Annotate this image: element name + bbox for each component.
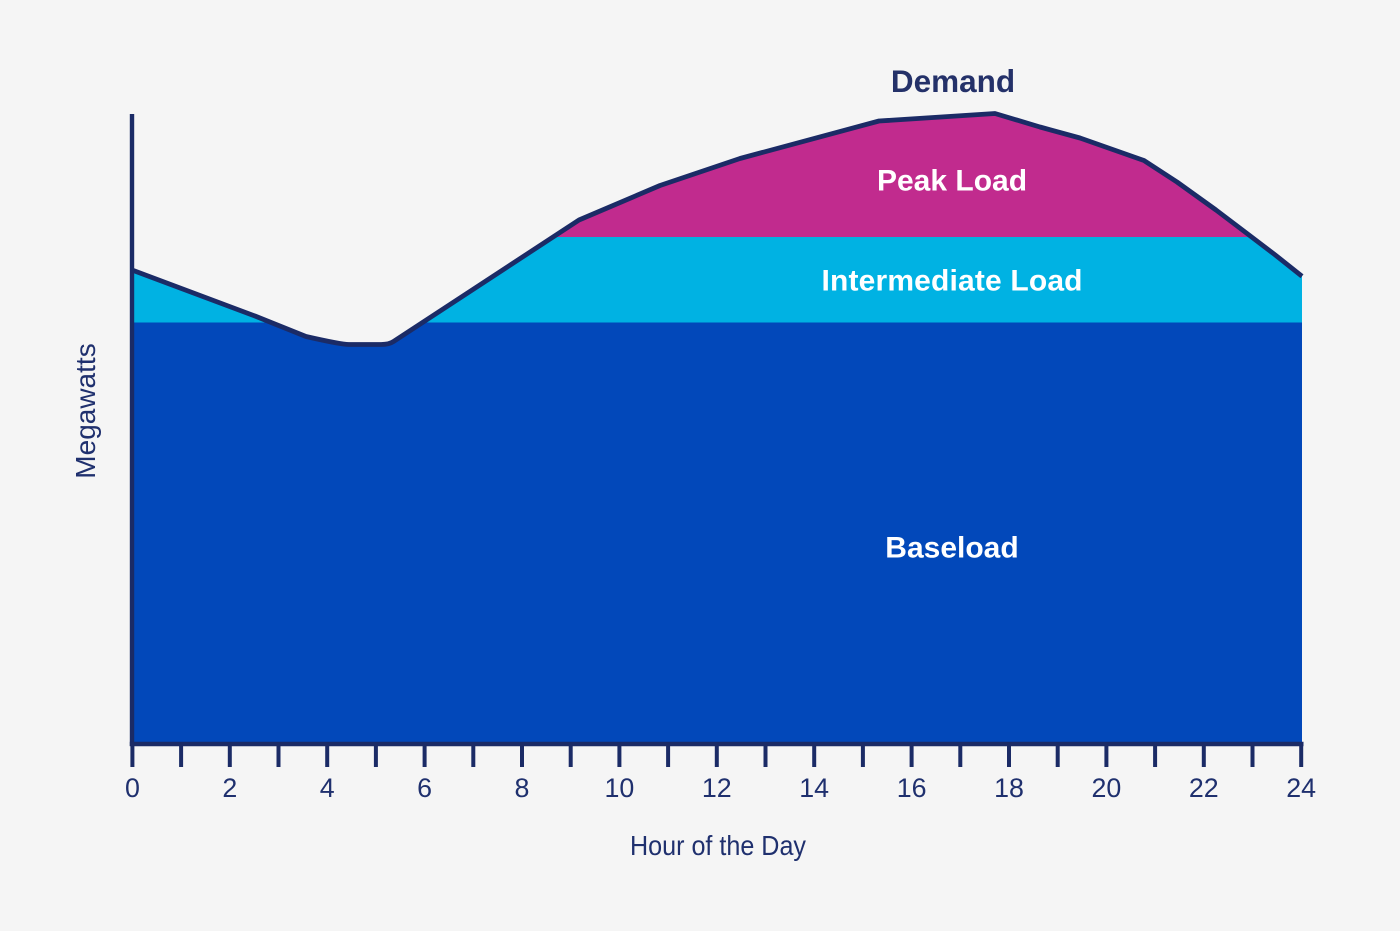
svg-text:6: 6 (417, 773, 432, 803)
svg-text:Hour of the Day: Hour of the Day (630, 830, 806, 861)
svg-text:2: 2 (222, 773, 237, 803)
svg-text:Baseload: Baseload (885, 532, 1018, 565)
svg-text:16: 16 (897, 773, 927, 803)
svg-text:Megawatts: Megawatts (70, 343, 101, 478)
svg-text:20: 20 (1091, 773, 1121, 803)
svg-text:12: 12 (702, 773, 732, 803)
svg-text:14: 14 (799, 773, 829, 803)
svg-text:0: 0 (125, 773, 140, 803)
svg-text:4: 4 (320, 773, 335, 803)
svg-text:24: 24 (1286, 773, 1316, 803)
svg-text:18: 18 (994, 773, 1024, 803)
svg-text:10: 10 (604, 773, 634, 803)
svg-text:8: 8 (515, 773, 530, 803)
svg-text:22: 22 (1189, 773, 1219, 803)
svg-text:Peak Load: Peak Load (877, 165, 1027, 198)
svg-text:Intermediate Load: Intermediate Load (822, 265, 1083, 298)
svg-text:Demand: Demand (891, 63, 1015, 99)
